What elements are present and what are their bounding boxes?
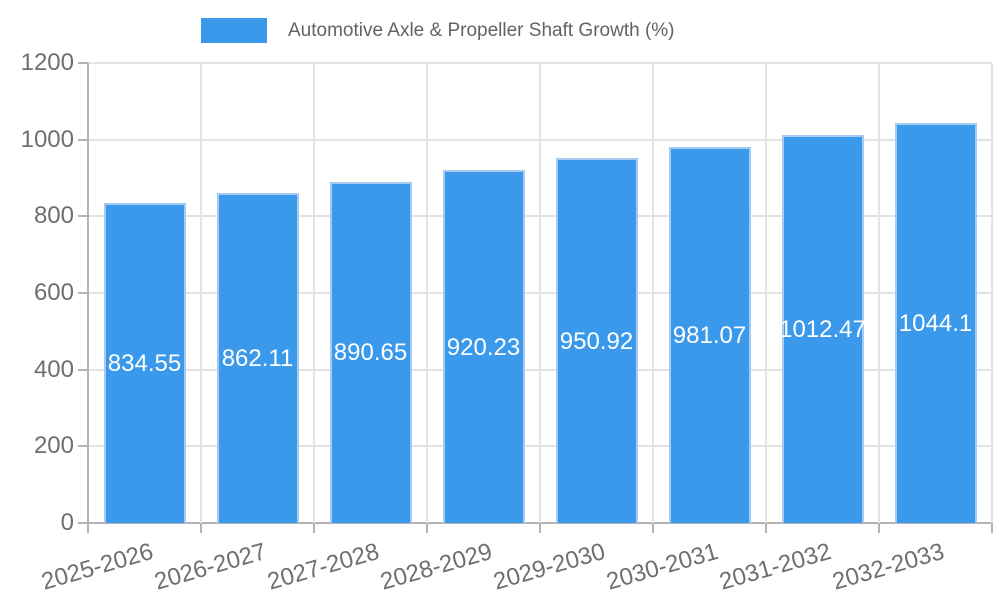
- y-axis-tick-label: 200: [33, 432, 74, 460]
- y-axis-tick-label: 0: [60, 509, 74, 536]
- x-gridline: [426, 63, 428, 523]
- y-axis-tick-label: 800: [33, 202, 74, 230]
- bar-value-label: 862.11: [221, 344, 294, 372]
- y-tick-mark: [78, 368, 88, 371]
- x-tick-mark: [652, 523, 654, 533]
- x-tick-mark: [87, 523, 89, 533]
- x-gridline: [765, 63, 767, 523]
- y-tick-mark: [78, 215, 88, 218]
- y-axis-tick-label: 1000: [20, 125, 74, 153]
- x-axis-tick-label: 2025-2026: [38, 538, 156, 596]
- x-tick-mark: [991, 523, 993, 533]
- bar-value-label: 981.07: [672, 321, 747, 349]
- x-axis-tick-label: 2031-2032: [716, 538, 834, 596]
- y-tick-mark: [78, 62, 88, 64]
- y-tick-mark: [78, 522, 88, 524]
- bar-2030-2031[interactable]: 981.07: [668, 146, 751, 523]
- y-axis-tick-label: 400: [33, 355, 74, 383]
- x-tick-mark: [539, 523, 541, 533]
- y-axis-tick-label: 600: [33, 279, 74, 306]
- bar-2032-2033[interactable]: 1044.1: [894, 122, 977, 523]
- x-axis-tick-label: 2032-2033: [829, 538, 947, 596]
- x-tick-mark: [878, 523, 880, 533]
- x-tick-mark: [765, 523, 767, 533]
- bar-2029-2030[interactable]: 950.92: [555, 158, 638, 523]
- x-axis-tick-label: 2029-2030: [490, 538, 608, 596]
- x-gridline: [878, 63, 880, 523]
- bar-2026-2027[interactable]: 862.11: [216, 192, 299, 523]
- y-tick-mark: [78, 292, 88, 294]
- x-axis-tick-label: 2027-2028: [264, 538, 382, 596]
- bar-value-label: 834.55: [107, 350, 182, 378]
- bar-2025-2026[interactable]: 834.55: [103, 203, 186, 523]
- legend-label: Automotive Axle & Propeller Shaft Growth…: [288, 20, 675, 41]
- y-axis-tick-label: 1200: [20, 49, 74, 76]
- y-tick-mark: [78, 138, 88, 141]
- x-axis-tick-label: 2028-2029: [377, 538, 495, 596]
- x-gridline: [539, 63, 541, 523]
- x-tick-mark: [426, 523, 428, 533]
- x-tick-mark: [313, 523, 315, 533]
- bar-value-label: 1012.47: [779, 315, 866, 343]
- x-gridline: [652, 63, 654, 523]
- x-gridline: [313, 63, 315, 523]
- bar-2027-2028[interactable]: 890.65: [329, 181, 412, 523]
- bar-value-label: 1044.1: [898, 309, 973, 337]
- x-gridline: [200, 63, 202, 523]
- bar-value-label: 950.92: [559, 327, 634, 355]
- x-axis-tick-label: 2026-2027: [151, 538, 269, 596]
- legend: Automotive Axle & Propeller Shaft Growth…: [0, 0, 1000, 50]
- x-gridline: [991, 63, 993, 523]
- y-tick-mark: [78, 445, 88, 448]
- x-axis-tick-label: 2030-2031: [603, 538, 721, 596]
- y-axis-line: [87, 63, 89, 523]
- bar-value-label: 920.23: [446, 333, 521, 361]
- bar-2028-2029[interactable]: 920.23: [442, 170, 525, 523]
- bar-2031-2032[interactable]: 1012.47: [779, 134, 866, 523]
- bar-value-label: 890.65: [333, 339, 408, 367]
- legend-swatch: [201, 18, 267, 43]
- x-tick-mark: [200, 523, 202, 533]
